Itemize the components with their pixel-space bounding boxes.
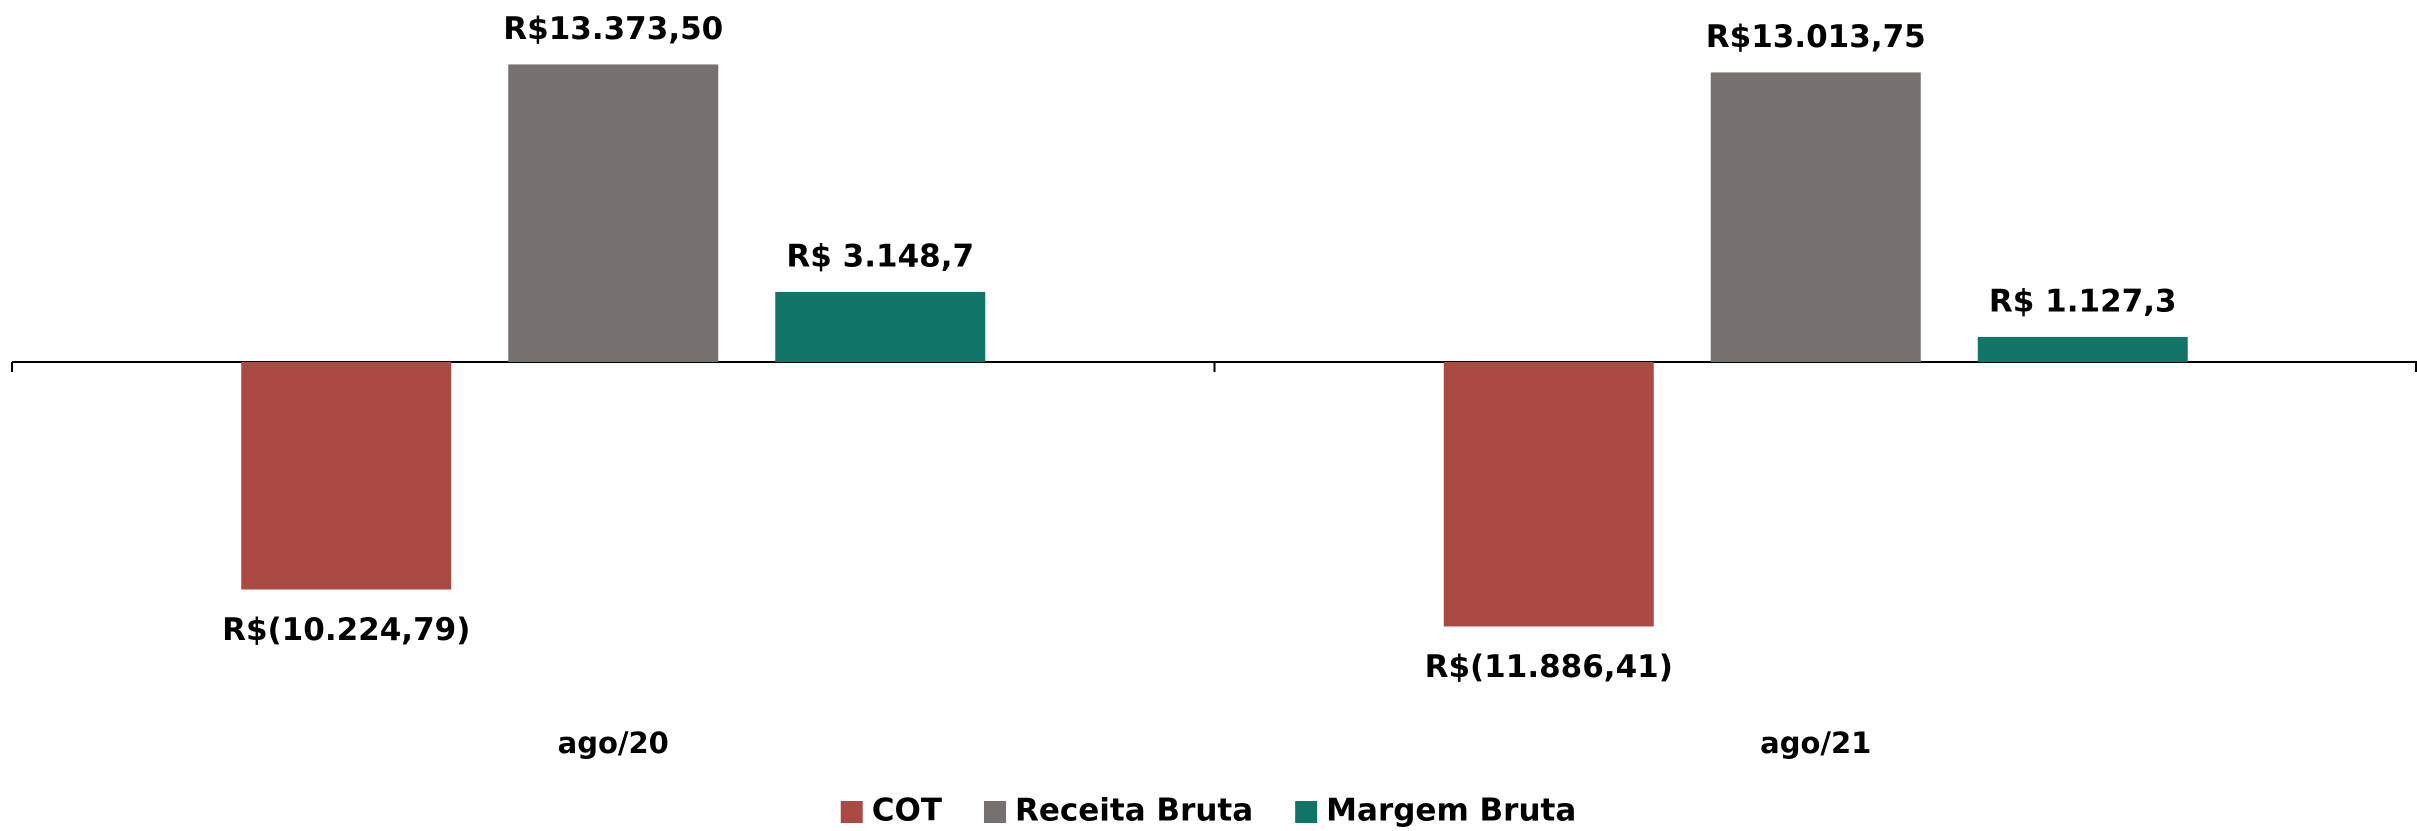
bar xyxy=(241,362,452,590)
bar xyxy=(1710,72,1921,362)
legend-label: Receita Bruta xyxy=(1015,793,1253,829)
bar xyxy=(775,291,986,362)
bar xyxy=(1443,362,1654,627)
bar xyxy=(508,64,719,362)
legend-label: Margem Bruta xyxy=(1326,793,1576,829)
legend-swatch xyxy=(1295,801,1318,823)
x-tick-label: ago/20 xyxy=(558,726,669,760)
legend-swatch xyxy=(983,801,1006,823)
value-label: R$ 3.148,7 xyxy=(786,238,974,274)
legend-label: COT xyxy=(872,793,942,829)
value-label: R$(10.224,79) xyxy=(222,612,470,648)
value-label: R$13.013,75 xyxy=(1706,19,1926,55)
bar xyxy=(1977,336,2188,362)
x-tick-label: ago/21 xyxy=(1760,726,1871,760)
value-label: R$13.373,50 xyxy=(503,11,723,47)
value-label: R$ 1.127,3 xyxy=(1989,283,2177,319)
value-label: R$(11.886,41) xyxy=(1425,649,1673,685)
legend-swatch xyxy=(840,801,863,823)
